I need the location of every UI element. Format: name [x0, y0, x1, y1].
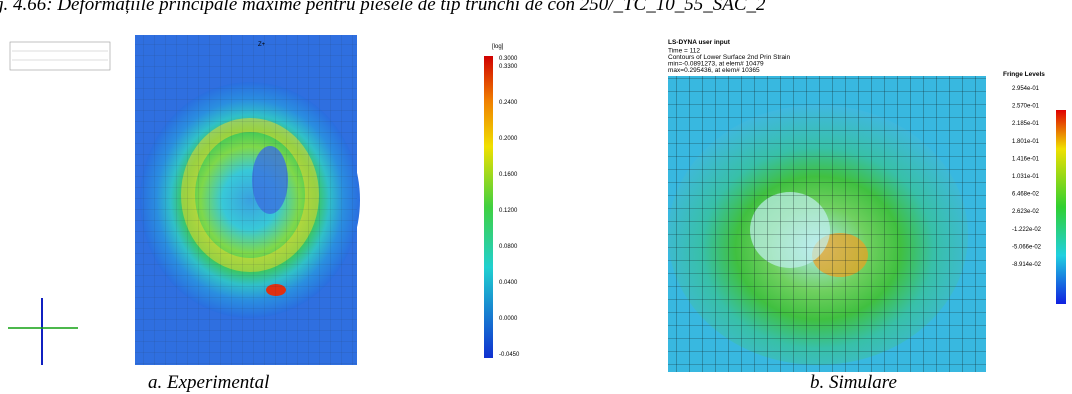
- panel-caption: b. Simulare: [810, 372, 897, 393]
- figure-caption: g. 4.66: Deformațiile principale maxime …: [0, 0, 766, 15]
- header-line: Contours of Lower Surface 2nd Prin Strai…: [668, 54, 791, 61]
- fringe-level: -8.914e-02: [1012, 262, 1042, 268]
- fringe-level: 2.185e-01: [1012, 121, 1040, 127]
- experimental-panel: Z+ [log] 0.3000 0.3300 0.2400 0.2000 0.1600 0…: [8, 35, 520, 393]
- scale-label: 0.1600: [499, 172, 518, 178]
- fringe-level: -5.066e-02: [1012, 244, 1042, 250]
- scale-label: 0.2400: [499, 100, 518, 106]
- scale-label: 0.1200: [499, 208, 518, 214]
- fringe-level: 1.801e-01: [1012, 139, 1040, 145]
- header-line: max=0.295436, at elem# 10365: [668, 67, 760, 74]
- fringe-level: -1.222e-02: [1012, 227, 1042, 233]
- scale-label: 0.3000: [499, 56, 518, 62]
- scale-label: 0.0000: [499, 316, 518, 322]
- header-line: LS-DYNA user input: [668, 39, 731, 46]
- scale-label: -0.0450: [499, 352, 520, 358]
- header-line: min=-0.0891273, at elem# 10479: [668, 61, 764, 68]
- legend-title: Fringe Levels: [1003, 71, 1045, 78]
- color-scale: [1056, 110, 1066, 304]
- fringe-level: 2.570e-01: [1012, 104, 1040, 110]
- scale-label: 0.0400: [499, 280, 518, 286]
- scale-label: 0.0800: [499, 244, 518, 250]
- info-box: [9, 41, 111, 71]
- unit-label: [log]: [492, 44, 504, 50]
- fringe-level: 2.954e-01: [1012, 86, 1040, 92]
- scale-label: 0.3300: [499, 64, 518, 70]
- color-scale: [484, 56, 493, 358]
- fringe-level: 6.468e-02: [1012, 192, 1040, 198]
- fringe-level: 1.416e-01: [1012, 156, 1040, 162]
- header-line: Time = 112: [668, 48, 700, 55]
- fringe-level: 1.031e-01: [1012, 174, 1040, 180]
- scale-label: 0.2000: [499, 136, 518, 142]
- view-label: Z+: [258, 42, 266, 48]
- panel-caption: a. Experimental: [148, 372, 269, 393]
- fringe-level: 2.623e-02: [1012, 209, 1040, 215]
